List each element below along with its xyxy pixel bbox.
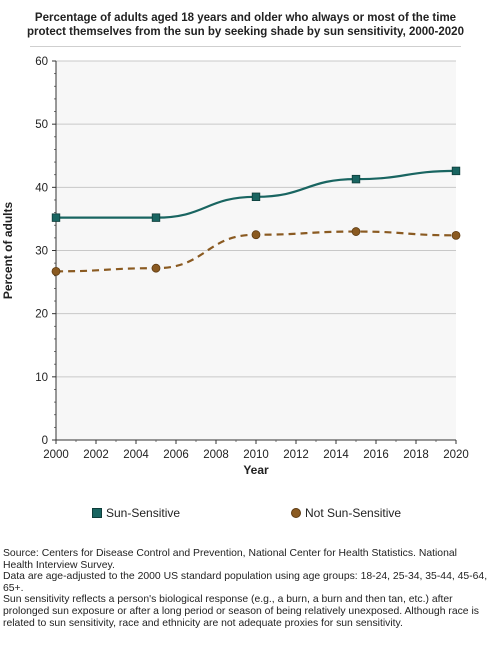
square-marker-icon	[92, 508, 102, 518]
data-point-not-sun-sensitive	[151, 263, 161, 273]
legend-label-sun-sensitive: Sun-Sensitive	[106, 506, 181, 520]
x-tick-label: 2014	[323, 449, 349, 461]
x-tick-label: 2010	[243, 449, 269, 461]
data-point-sun-sensitive	[351, 174, 361, 184]
y-tick-label: 60	[35, 56, 48, 68]
chart-legend: Sun-Sensitive Not Sun-Sensitive	[0, 506, 491, 524]
data-point-not-sun-sensitive	[51, 266, 61, 276]
x-tick-label: 2002	[83, 449, 109, 461]
x-tick-label: 2020	[443, 449, 469, 461]
legend-item-not-sun-sensitive[interactable]: Not Sun-Sensitive	[291, 506, 401, 520]
data-point-sun-sensitive	[451, 166, 461, 176]
x-tick-label: 2012	[283, 449, 309, 461]
title-divider	[30, 46, 461, 47]
data-point-sun-sensitive	[251, 192, 261, 202]
x-axis-label: Year	[243, 463, 269, 477]
y-tick-label: 0	[42, 435, 48, 447]
data-point-not-sun-sensitive	[451, 230, 461, 240]
legend-item-sun-sensitive[interactable]: Sun-Sensitive	[92, 506, 180, 520]
footnotes: Source: Centers for Disease Control and …	[3, 548, 488, 629]
x-tick-label: 2018	[403, 449, 429, 461]
data-point-not-sun-sensitive	[351, 227, 361, 236]
y-tick-label: 10	[35, 372, 48, 384]
data-point-sun-sensitive	[151, 213, 161, 222]
x-tick-label: 2006	[163, 449, 189, 461]
data-point-sun-sensitive	[51, 213, 61, 222]
chart-title-line-2: protect themselves from the sun by seeki…	[27, 26, 464, 38]
footnote-age-adjustment: Data are age-adjusted to the 2000 US sta…	[3, 571, 488, 594]
chart-title-line-1: Percentage of adults aged 18 years and o…	[34, 12, 457, 24]
circle-marker-icon	[291, 508, 301, 518]
x-tick-label: 2016	[363, 449, 389, 461]
line-chart: 0 10 20 30 40 50 60 2000 2002 2004 2006 2008 2010 201…	[1, 56, 469, 477]
x-tick-label: 2004	[123, 449, 149, 461]
data-point-not-sun-sensitive	[251, 230, 261, 240]
y-tick-label: 30	[35, 246, 48, 258]
legend-label-not-sun-sensitive: Not Sun-Sensitive	[305, 506, 402, 520]
y-tick-label: 50	[35, 119, 48, 131]
footnote-sun-sensitivity: Sun sensitivity reflects a person's biol…	[3, 594, 479, 629]
y-tick-label: 20	[35, 309, 48, 321]
y-tick-label: 40	[35, 182, 48, 194]
footnote-source: Source: Centers for Disease Control and …	[3, 548, 457, 571]
x-tick-label: 2008	[203, 449, 229, 461]
x-tick-label: 2000	[43, 449, 69, 461]
chart-title: Percentage of adults aged 18 years and o…	[0, 11, 491, 39]
y-axis-label: Percent of adults	[1, 202, 15, 300]
